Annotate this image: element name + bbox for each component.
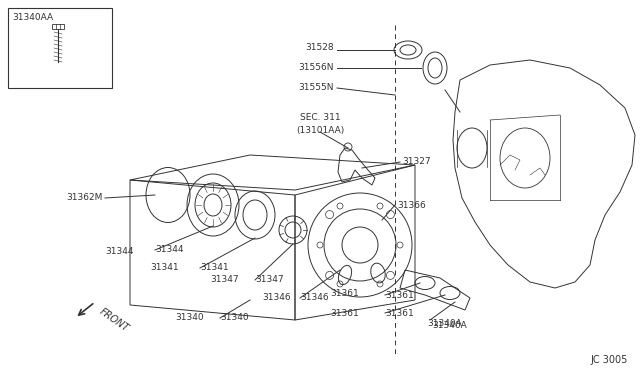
Text: 31361: 31361 (330, 289, 359, 298)
Text: 31528: 31528 (305, 44, 334, 52)
Text: 31347: 31347 (255, 276, 284, 285)
Text: 31362M: 31362M (67, 193, 103, 202)
Text: 31340: 31340 (175, 314, 204, 323)
Text: 31340A: 31340A (432, 321, 467, 330)
Text: 31347: 31347 (210, 276, 239, 285)
Bar (8, 8, 112, 88)
Text: FRONT: FRONT (98, 306, 131, 333)
Text: 31340A: 31340A (427, 318, 461, 327)
Text: 31327: 31327 (402, 157, 431, 167)
Text: 31361: 31361 (330, 308, 359, 317)
Text: 31344: 31344 (105, 247, 134, 257)
Text: 31341: 31341 (150, 263, 179, 273)
Text: SEC. 311: SEC. 311 (300, 113, 340, 122)
Text: (13101AA): (13101AA) (296, 125, 344, 135)
Bar (52, 24, 64, 29)
Text: 31340: 31340 (220, 314, 248, 323)
Text: 31346: 31346 (262, 294, 291, 302)
Text: 31555N: 31555N (298, 83, 334, 93)
Text: 31361: 31361 (385, 308, 413, 317)
Text: JC 3005: JC 3005 (590, 355, 627, 365)
Text: 31366: 31366 (397, 201, 426, 209)
Text: 31344: 31344 (155, 246, 184, 254)
Text: 31556N: 31556N (298, 64, 334, 73)
Text: 31346: 31346 (300, 294, 328, 302)
Text: 31341: 31341 (200, 263, 228, 273)
Text: 31340AA: 31340AA (12, 13, 53, 22)
Text: 31361: 31361 (385, 291, 413, 299)
